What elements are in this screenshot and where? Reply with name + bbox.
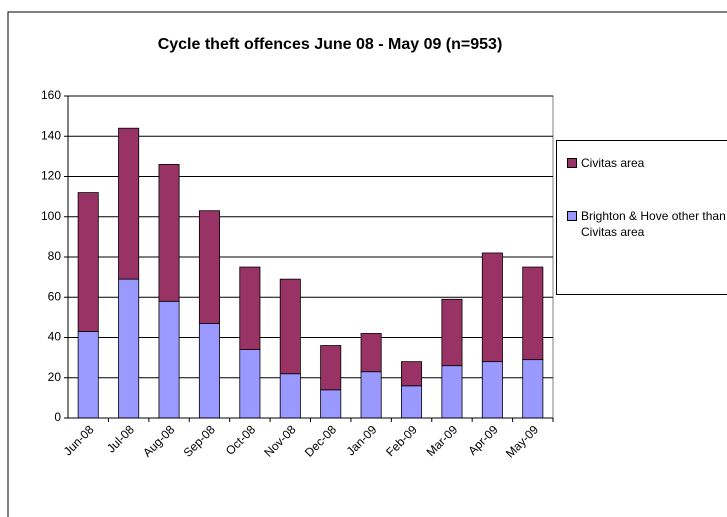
legend-label: Brighton & Hove other than Civitas area — [581, 209, 726, 239]
y-tick-label: 80 — [48, 249, 62, 263]
y-tick-label: 140 — [41, 128, 61, 142]
legend-label: Civitas area — [581, 156, 645, 170]
bar-segment — [360, 371, 382, 419]
bar-segment — [441, 298, 463, 367]
bar-segment — [401, 385, 423, 419]
bar-segment — [279, 373, 301, 419]
bar-segment — [239, 349, 261, 419]
y-tick-label: 20 — [48, 370, 62, 384]
y-tick-label: 160 — [41, 88, 61, 102]
legend-swatch — [567, 211, 577, 221]
bar-segment — [77, 192, 99, 332]
y-tick-label: 40 — [48, 330, 62, 344]
bar-segment — [320, 389, 342, 419]
chart-title: Cycle theft offences June 08 - May 09 (n… — [158, 36, 503, 53]
y-tick-label: 120 — [41, 169, 61, 183]
legend: Civitas area Brighton & Hove other than C… — [556, 140, 727, 295]
bar-segment — [360, 333, 382, 373]
bar-segment — [198, 323, 220, 419]
y-tick-label: 60 — [48, 289, 62, 303]
bar-segment — [481, 252, 503, 363]
bar-segment — [118, 278, 140, 419]
bar-segment — [198, 210, 220, 324]
legend-swatch — [567, 158, 577, 168]
legend-entry: Brighton & Hove other than Civitas area — [567, 208, 727, 240]
bar-segment — [158, 164, 180, 302]
bar-segment — [158, 300, 180, 419]
bar-segment — [522, 359, 544, 419]
bar-segment — [522, 266, 544, 361]
bar-segment — [401, 361, 423, 387]
legend-entry: Civitas area — [567, 155, 727, 171]
y-tick-label: 100 — [41, 209, 61, 223]
bar-segment — [239, 266, 261, 350]
bar-segment — [77, 331, 99, 419]
bar-segment — [320, 345, 342, 391]
bar-segment — [481, 361, 503, 419]
bar-segment — [441, 365, 463, 419]
bar-segment — [118, 127, 140, 280]
y-tick-label: 0 — [54, 410, 61, 424]
bar-segment — [279, 278, 301, 375]
